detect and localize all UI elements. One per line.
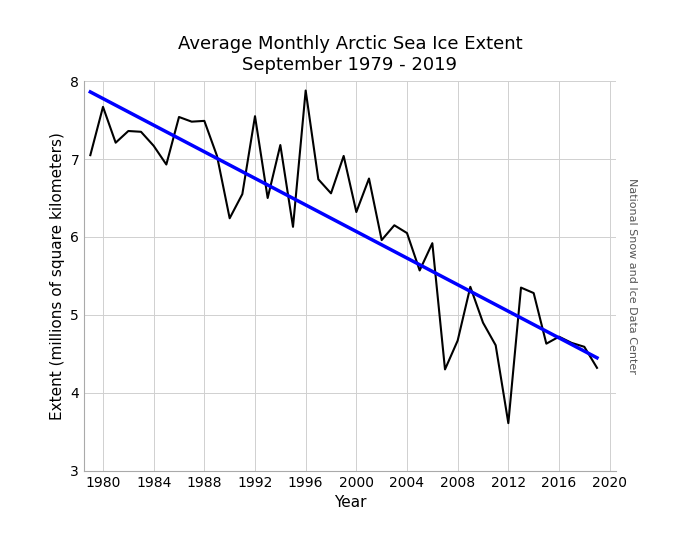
Text: National Snow and Ice Data Center: National Snow and Ice Data Center [626,178,636,374]
Title: Average Monthly Arctic Sea Ice Extent
September 1979 - 2019: Average Monthly Arctic Sea Ice Extent Se… [178,35,522,74]
Y-axis label: Extent (millions of square kilometers): Extent (millions of square kilometers) [50,132,64,420]
X-axis label: Year: Year [334,495,366,510]
